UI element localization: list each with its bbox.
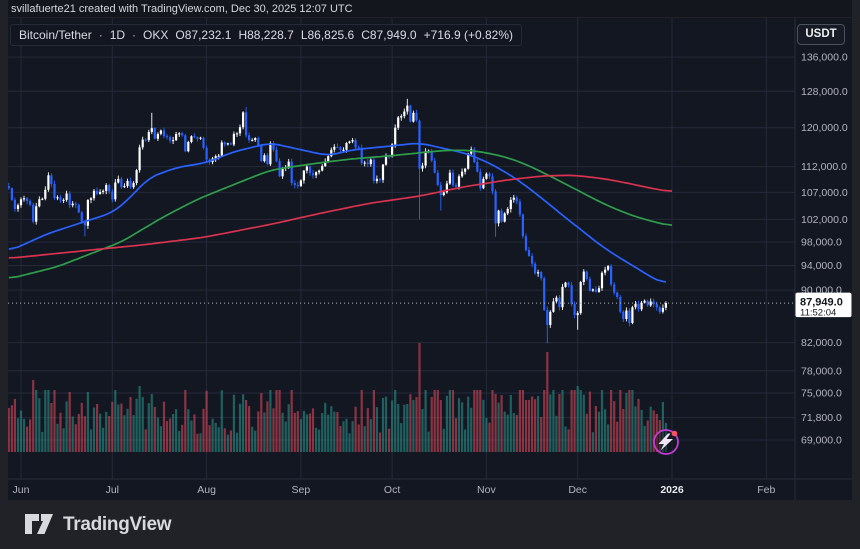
svg-text:69,000.0: 69,000.0 xyxy=(801,435,842,447)
svg-text:102,000.0: 102,000.0 xyxy=(801,214,848,226)
chart-widget: svillafuerte21 created with TradingView.… xyxy=(8,0,852,500)
svg-text:78,000.0: 78,000.0 xyxy=(801,365,842,377)
tradingview-logo-glyph xyxy=(25,514,53,534)
svg-text:Nov: Nov xyxy=(477,484,496,496)
svg-text:98,000.0: 98,000.0 xyxy=(801,237,842,249)
svg-text:Oct: Oct xyxy=(384,484,400,496)
ma-red-slow xyxy=(8,174,673,259)
ohlc-close: C87,949.0 xyxy=(361,28,417,42)
legend-separator: · xyxy=(132,28,137,42)
symbol-name: Bitcoin/Tether xyxy=(19,28,92,42)
ohlc-open: O87,232.1 xyxy=(175,28,232,42)
tradingview-logo-text: TradingView xyxy=(63,513,172,535)
ohlc-high: H88,228.7 xyxy=(238,28,294,42)
svg-text:136,000.0: 136,000.0 xyxy=(801,52,848,64)
ma-green-mid xyxy=(8,149,673,279)
svg-text:82,000.0: 82,000.0 xyxy=(801,337,842,349)
boost-icon[interactable] xyxy=(653,429,679,455)
tradingview-logo[interactable]: TradingView xyxy=(25,513,172,536)
gridlines xyxy=(8,18,795,479)
attribution-text: svillafuerte21 created with TradingView.… xyxy=(8,0,852,18)
exchange-label: OKX xyxy=(143,28,169,42)
last-price-label[interactable]: 87,949.011:52:04 xyxy=(795,292,852,319)
svg-text:Jul: Jul xyxy=(106,484,119,496)
svg-text:Feb: Feb xyxy=(757,484,775,496)
interval-label: 1D xyxy=(109,28,126,42)
svg-text:Aug: Aug xyxy=(197,484,216,496)
footer-bar: TradingView xyxy=(0,500,860,549)
price-change: +716.9 (+0.82%) xyxy=(423,28,514,42)
svg-text:75,000.0: 75,000.0 xyxy=(801,388,842,400)
svg-text:Dec: Dec xyxy=(568,484,587,496)
volume-layer xyxy=(8,343,667,452)
ohlc-low: L86,825.6 xyxy=(300,28,355,42)
candlesticks-layer xyxy=(8,98,667,344)
svg-text:2026: 2026 xyxy=(660,484,684,496)
svg-text:87,949.0: 87,949.0 xyxy=(800,297,843,309)
legend-separator: · xyxy=(98,28,103,42)
svg-text:128,000.0: 128,000.0 xyxy=(801,86,848,98)
time-axis[interactable]: Jun Jul Aug Sep Oct Nov Dec 2026 Feb xyxy=(13,484,776,496)
svg-text:Jun: Jun xyxy=(13,484,30,496)
svg-text:107,000.0: 107,000.0 xyxy=(801,187,848,199)
svg-text:Sep: Sep xyxy=(292,484,311,496)
lightning-bolt-icon xyxy=(658,433,673,451)
price-axis[interactable]: 136,000.0 128,000.0 120,000.0 112,000.0 107,… xyxy=(801,52,848,447)
svg-text:11:52:04: 11:52:04 xyxy=(800,307,836,318)
main-chart[interactable]: 136,000.0 128,000.0 120,000.0 112,000.0 107,… xyxy=(8,18,852,500)
svg-text:71,800.0: 71,800.0 xyxy=(801,412,842,424)
axis-separators xyxy=(8,18,852,500)
ma-blue-fast xyxy=(8,142,667,283)
svg-text:112,000.0: 112,000.0 xyxy=(801,161,847,173)
moving-averages-layer xyxy=(8,142,673,283)
currency-toggle-button[interactable]: USDT xyxy=(797,24,845,45)
svg-text:120,000.0: 120,000.0 xyxy=(801,122,848,134)
symbol-legend[interactable]: Bitcoin/Tether · 1D · OKX O87,232.1 H88,… xyxy=(10,24,523,46)
alert-dot xyxy=(671,430,678,437)
svg-text:94,000.0: 94,000.0 xyxy=(801,260,842,272)
